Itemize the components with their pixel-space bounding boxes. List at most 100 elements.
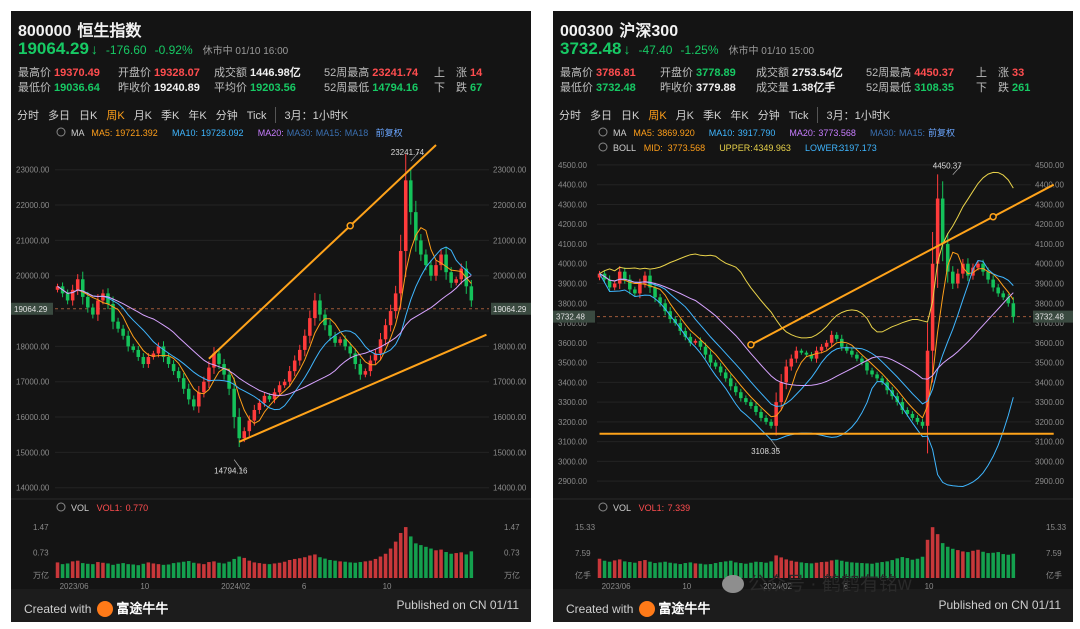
candle-body — [70, 289, 75, 301]
candle-body — [759, 411, 763, 418]
settings-icon — [598, 502, 608, 512]
volume-bar — [222, 563, 226, 578]
volume-bar — [181, 561, 186, 578]
published-date: Published on CN 01/11 — [396, 598, 519, 612]
tab-period[interactable]: 周K — [648, 110, 667, 122]
trend-line — [238, 333, 487, 443]
volume-bar — [880, 562, 884, 578]
candle-body — [749, 402, 753, 407]
tab-period[interactable]: 月K — [133, 110, 153, 122]
y-tick-label-right: 3900.00 — [1035, 280, 1064, 289]
tab-period[interactable]: 3月：1小时K — [817, 107, 890, 123]
volume-bar — [925, 539, 930, 578]
volume-bar — [713, 563, 718, 578]
tab-period[interactable]: 年K — [188, 110, 207, 122]
volume-bar — [70, 561, 75, 578]
stat-item: 下 跌 67 — [434, 79, 482, 95]
volume-bar — [920, 556, 925, 578]
volume-bar — [905, 558, 910, 578]
candle-body — [323, 314, 327, 326]
volume-bar — [383, 553, 388, 578]
price-change: -176.60 — [105, 43, 147, 57]
y-tick-label-right: 21000.00 — [493, 236, 527, 245]
tab-period[interactable]: 年K — [730, 110, 749, 122]
volume-bar — [454, 553, 458, 578]
volume-bar — [398, 532, 403, 578]
vol-tick-right: 1.47 — [504, 523, 520, 532]
volume-bar — [75, 560, 80, 578]
ma10-line — [57, 246, 472, 411]
volume-bar — [673, 563, 677, 578]
volume-bar — [1006, 554, 1011, 578]
tab-period[interactable]: 分钟 — [757, 110, 780, 122]
indicator-label: MA10: — [172, 128, 198, 138]
candle-body — [424, 254, 428, 266]
candle-body — [981, 263, 985, 272]
candlestick-chart[interactable]: MA MA5: 3869.920 MA10: 3917.790 MA20: 3773.568… — [553, 123, 1073, 589]
tab-period[interactable]: 3月：1小时K — [275, 107, 348, 123]
indicator-label: MA15: — [899, 128, 925, 138]
candle-body — [996, 287, 1000, 294]
y-tick-label-left: 18000.00 — [16, 342, 50, 351]
candlestick-chart[interactable]: MA MA5: 19721.392 MA10: 19728.092 MA20: MA30: M… — [11, 123, 531, 589]
candle-body — [870, 370, 874, 375]
vol-tick-left: 0.73 — [33, 549, 49, 558]
tab-period[interactable]: Tick — [788, 110, 809, 122]
y-tick-label-left: 4000.00 — [558, 260, 587, 269]
tab-period[interactable]: 分时 — [559, 110, 581, 122]
indicator-label: VOL — [71, 503, 89, 513]
tab-period[interactable]: Tick — [246, 110, 267, 122]
settings-icon — [56, 502, 66, 512]
volume-bar — [683, 563, 688, 578]
volume-bar — [628, 562, 632, 578]
volume-bar — [951, 548, 955, 578]
last-price-tag-left — [553, 310, 595, 323]
tab-period[interactable]: 周K — [106, 110, 125, 122]
volume-bar — [207, 562, 211, 578]
wechat-icon — [722, 575, 744, 593]
volume-bar — [885, 561, 889, 578]
volume-bar — [910, 559, 915, 578]
candle-body — [1001, 293, 1006, 298]
stat-label: 52周最低 — [324, 82, 370, 94]
tab-period[interactable]: 分钟 — [215, 110, 238, 122]
tab-period[interactable]: 月K — [675, 110, 695, 122]
volume-bar — [845, 561, 849, 578]
candle-body — [1011, 303, 1016, 317]
stat-item: 平均价 19203.56 — [214, 79, 296, 95]
candle-body — [368, 360, 373, 372]
candle-body — [956, 273, 960, 284]
indicator-label: MA5: — [91, 128, 112, 138]
y-tick-label-left: 4200.00 — [558, 220, 587, 229]
tab-period[interactable]: 日K — [79, 110, 98, 122]
y-tick-label-right: 3700.00 — [1035, 319, 1064, 328]
boll-upper-line — [599, 171, 1014, 339]
y-tick-label-left: 22000.00 — [16, 201, 50, 210]
candle-body — [318, 300, 322, 315]
tab-period[interactable]: 季K — [703, 110, 722, 122]
stat-value: 261 — [1012, 82, 1031, 94]
stat-value: 19240.89 — [154, 82, 200, 94]
volume-bar — [308, 555, 312, 578]
tab-period[interactable]: 季K — [161, 110, 180, 122]
volume-bar — [292, 558, 297, 578]
tab-period[interactable]: 日K — [621, 110, 640, 122]
tab-period[interactable]: 分时 — [17, 110, 39, 122]
volume-bar — [277, 562, 282, 578]
annotation-leader — [410, 151, 420, 162]
candle-body — [343, 339, 347, 347]
tab-period[interactable]: 多日 — [590, 110, 612, 122]
volume-bar — [363, 561, 368, 578]
candle-body — [272, 392, 277, 400]
candle-body — [910, 413, 915, 418]
tab-period[interactable]: 多日 — [48, 110, 70, 122]
volume-bar — [981, 551, 985, 578]
volume-bar — [323, 558, 327, 578]
stat-item: 开盘价 19328.07 — [118, 64, 200, 80]
y-tick-label-left: 3500.00 — [558, 359, 587, 368]
candle-body — [622, 271, 627, 280]
candle-body — [106, 293, 110, 304]
stat-value: 19036.64 — [54, 82, 100, 94]
candle-body — [444, 254, 448, 273]
volume-bar — [986, 553, 990, 578]
